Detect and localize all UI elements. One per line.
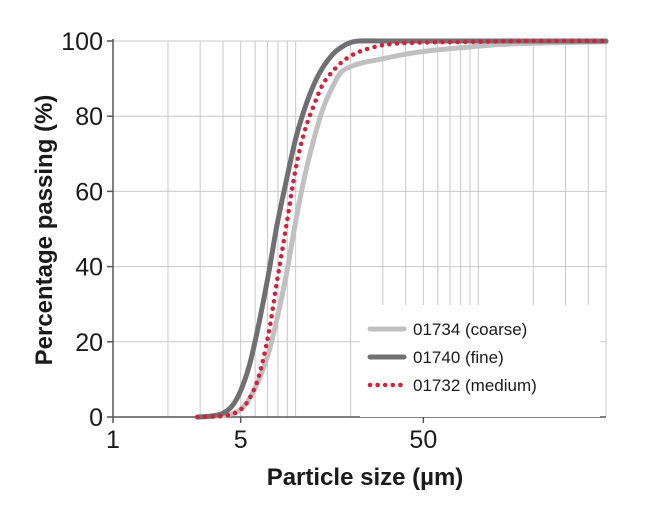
legend-background — [360, 305, 600, 417]
y-tick-label: 60 — [75, 178, 103, 206]
x-axis-title: Particle size (µm) — [267, 464, 464, 491]
y-axis-title: Percentage passing (%) — [31, 95, 58, 366]
y-tick-label: 20 — [75, 329, 103, 357]
chart-series — [194, 38, 609, 420]
x-tick-label: 5 — [234, 426, 248, 454]
legend-label-3: 01732 (medium) — [413, 376, 537, 395]
y-tick-label: 100 — [61, 28, 103, 56]
y-tick-label: 80 — [75, 103, 103, 131]
series-line-3 — [195, 38, 609, 420]
series-line-2 — [194, 38, 609, 420]
legend-label-2: 01740 (fine) — [413, 348, 504, 367]
x-tick-label: 1 — [106, 426, 120, 454]
chart-ticks: 0 20 40 60 80 100 1 5 50 — [61, 28, 437, 454]
y-tick-label: 40 — [75, 254, 103, 282]
y-tick-label: 0 — [89, 404, 103, 432]
legend-label-1: 01734 (coarse) — [413, 320, 527, 339]
chart-legend: 01734 (coarse) 01740 (fine) 01732 (medium) — [360, 305, 600, 417]
x-tick-label: 50 — [409, 426, 437, 454]
